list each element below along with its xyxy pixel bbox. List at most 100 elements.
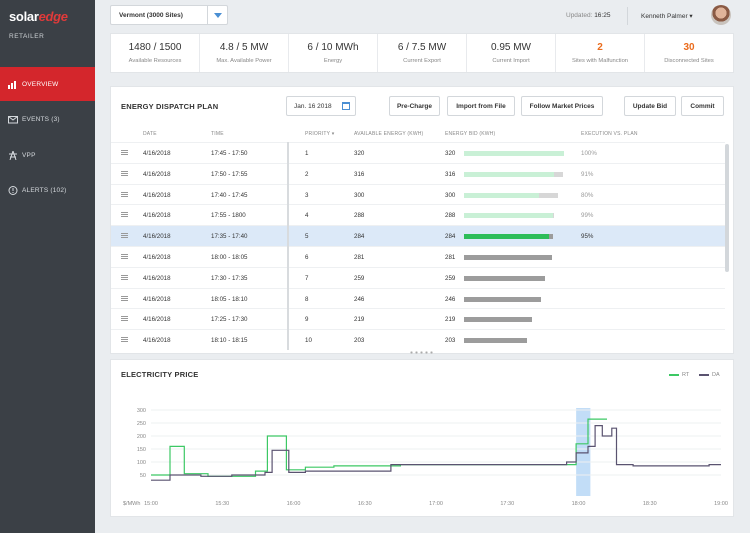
highlight-band [576,408,591,496]
follow-market-prices-button[interactable]: Follow Market Prices [521,96,603,116]
kpi-label: Disconnected Sites [664,58,714,64]
cell-date: 4/16/2018 [143,316,171,324]
kpi-value: 6 / 7.5 MW [397,42,447,53]
bid-bar [464,234,553,240]
cell-available: 219 [354,316,365,324]
cell-time: 17:30 - 17:35 [211,274,248,282]
table-row[interactable]: 4/16/2018 17:45 - 17:50 1 320 320 100% [111,142,725,163]
drag-handle-icon[interactable] [121,150,128,155]
chevron-down-icon[interactable] [207,6,227,24]
cell-bid: 219 [445,316,456,324]
bid-bar-plan [464,338,527,344]
resize-grip-icon[interactable] [409,351,435,354]
x-tick-label: 15:30 [215,501,229,507]
cell-available: 281 [354,253,365,261]
kpi-value: 2 [597,42,603,53]
cell-date: 4/16/2018 [143,295,171,303]
table-row[interactable]: 4/16/2018 17:55 - 1800 4 288 288 99% [111,204,725,225]
table-row[interactable]: 4/16/2018 17:30 - 17:35 7 259 259 [111,266,725,288]
sidebar-item-vpp[interactable]: VPP [0,138,95,172]
sidebar-item-alerts[interactable]: ALERTS (102) [0,173,95,207]
kpi-label: Current Import [492,58,530,64]
bid-bar [464,254,552,260]
sidebar-item-label: ALERTS (102) [22,186,67,194]
drag-handle-icon[interactable] [121,295,128,301]
kpi-value: 1480 / 1500 [128,42,182,53]
kpi-label: Available Resources [128,58,182,64]
y-tick-label: 200 [137,434,146,440]
x-tick-label: 16:30 [358,501,372,507]
avatar[interactable] [711,5,731,25]
drag-handle-icon[interactable] [121,212,128,218]
cell-bid: 320 [445,150,456,157]
col-date-header[interactable]: DATE [143,131,157,137]
solaredge-logo[interactable]: solaredge [9,9,68,24]
series-line-rt [151,418,607,477]
update-bid-button[interactable]: Update Bid [624,96,676,116]
app-subtitle: RETAILER [9,33,45,40]
table-row[interactable]: 4/16/2018 18:00 - 18:05 6 281 281 [111,245,725,267]
cell-date: 4/16/2018 [143,274,171,282]
cell-bid: 246 [445,295,456,303]
table-row[interactable]: 4/16/2018 18:05 - 18:10 8 246 246 [111,287,725,309]
table-scrollbar[interactable] [725,144,729,272]
drag-handle-icon[interactable] [121,233,128,239]
table-row[interactable]: 4/16/2018 17:50 - 17:55 2 316 316 91% [111,162,725,184]
x-tick-label: 18:30 [643,501,657,507]
date-picker[interactable]: Jan. 16 2018 [286,96,356,116]
drag-handle-icon[interactable] [121,337,128,343]
cell-date: 4/16/2018 [143,170,171,178]
price-chart: 50 100 150 200 250 300 15:00 15:30 16:00 16:30 17:… [123,408,728,507]
table-row[interactable]: 4/16/2018 17:40 - 17:45 3 300 300 80% [111,183,725,205]
kpi-disconnected-sites[interactable]: 30 Disconnected Sites [645,34,733,72]
cell-priority: 9 [305,316,309,324]
commit-button[interactable]: Commit [681,96,724,116]
import-from-file-button[interactable]: Import from File [447,96,515,116]
bid-bar-executed [464,171,554,177]
precharge-button[interactable]: Pre-Charge [389,96,440,116]
kpi-label: Current Export [403,58,441,64]
bid-bar-plan [464,275,545,281]
cell-priority: 2 [305,170,309,178]
cell-priority: 1 [305,150,309,157]
cell-date: 4/16/2018 [143,233,171,241]
drag-handle-icon[interactable] [121,170,128,176]
site-selector-value: Vermont (3000 Sites) [119,11,183,19]
kpi-label: Max. Available Power [216,58,272,64]
cell-available: 203 [354,337,365,345]
drag-handle-icon[interactable] [121,274,128,280]
table-row[interactable]: 4/16/2018 18:10 - 18:15 10 203 203 [111,329,725,350]
sidebar-item-events[interactable]: EVENTS (3) [0,102,95,136]
legend-rt[interactable]: RT [669,372,689,378]
drag-handle-icon[interactable] [121,191,128,197]
x-tick-label: 17:30 [500,501,514,507]
bid-bar-plan [464,254,552,260]
bid-bar [464,192,558,198]
sidebar-item-overview[interactable]: OVERVIEW [0,67,95,101]
kpi-sites-malfunction[interactable]: 2 Sites with Malfunction [556,34,645,72]
legend-label: DA [712,372,720,378]
drag-handle-icon[interactable] [121,253,128,259]
cell-available: 316 [354,170,365,178]
sidebar-item-label: EVENTS (3) [22,115,60,123]
cell-date: 4/16/2018 [143,253,171,261]
kpi-current-export: 6 / 7.5 MW Current Export [378,34,467,72]
site-selector[interactable]: Vermont (3000 Sites) [110,5,228,25]
cell-available: 300 [354,191,365,199]
table-row[interactable]: 4/16/2018 17:25 - 17:30 9 219 219 [111,308,725,329]
col-execution-header[interactable]: EXECUTION VS. PLAN [581,131,638,137]
cell-time: 17:25 - 17:30 [211,316,248,324]
cell-time: 17:35 - 17:40 [211,233,248,241]
kpi-value: 0.95 MW [490,42,531,53]
drag-handle-icon[interactable] [121,316,128,322]
col-time-header[interactable]: TIME [211,131,224,137]
legend-swatch [699,374,709,376]
alert-icon [8,185,18,195]
col-bid-header[interactable]: ENERGY BID (KWH) [445,131,496,137]
table-row[interactable]: 4/16/2018 17:35 - 17:40 5 284 284 95% [111,225,725,246]
x-tick-label: 18:00 [572,501,586,507]
legend-da[interactable]: DA [699,372,720,378]
col-available-header[interactable]: AVAILABLE ENERGY (KWH) [354,131,424,137]
col-priority-header[interactable]: PRIORITY ▾ [305,131,335,137]
user-menu[interactable]: Kenneth Palmer ▾ [641,13,693,20]
